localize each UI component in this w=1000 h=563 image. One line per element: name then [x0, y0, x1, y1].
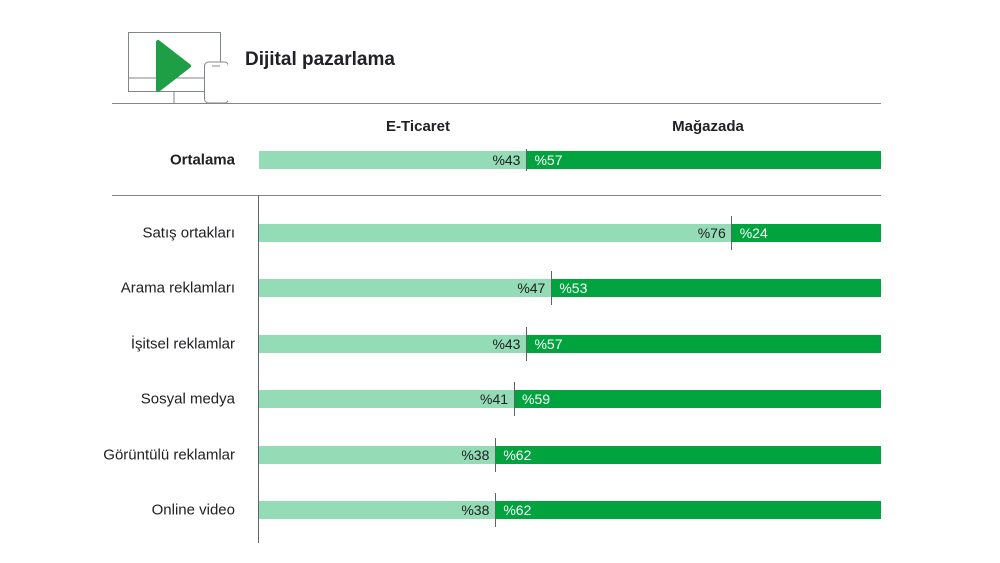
value-label-instore: %62	[503, 502, 532, 518]
bar-ecommerce	[259, 224, 732, 242]
y-axis-line	[258, 195, 259, 543]
bar-instore	[551, 279, 881, 297]
header-divider	[112, 103, 881, 104]
split-tick	[513, 382, 515, 416]
value-label-ecommerce: %76	[697, 225, 726, 241]
split-tick	[494, 493, 496, 527]
chart-title: Dijital pazarlama	[245, 49, 395, 70]
row-label: Ortalama	[169, 151, 235, 169]
row-label: Online video	[151, 501, 235, 519]
value-label-ecommerce: %43	[492, 336, 521, 352]
value-label-ecommerce: %43	[492, 152, 521, 168]
value-label-ecommerce: %47	[517, 280, 546, 296]
monitor-phone-play-icon	[128, 32, 229, 104]
bar-instore	[526, 335, 881, 353]
row-label: Sosyal medya	[140, 390, 235, 408]
row-label: İşitsel reklamlar	[130, 335, 235, 353]
row-label: Görüntülü reklamlar	[103, 446, 235, 464]
bar-ecommerce	[259, 279, 552, 297]
split-tick	[731, 216, 733, 250]
legend-ecommerce: E-Ticaret	[386, 118, 450, 135]
bar-ecommerce	[259, 151, 527, 169]
bar-ecommerce	[259, 501, 496, 519]
bar-ecommerce	[259, 335, 527, 353]
value-label-instore: %62	[503, 447, 532, 463]
split-tick	[525, 149, 527, 171]
value-label-instore: %57	[534, 152, 563, 168]
value-label-instore: %53	[559, 280, 588, 296]
summary-divider	[112, 195, 881, 196]
value-label-ecommerce: %41	[480, 391, 509, 407]
bar-instore	[731, 224, 881, 242]
split-tick	[550, 271, 552, 305]
bar-instore	[514, 390, 881, 408]
header-icon	[128, 32, 229, 104]
bar-instore	[526, 151, 881, 169]
value-label-ecommerce: %38	[461, 502, 490, 518]
bar-ecommerce	[259, 446, 496, 464]
split-tick	[494, 438, 496, 472]
bar-instore	[495, 446, 881, 464]
row-label: Arama reklamları	[120, 279, 235, 297]
legend-instore: Mağazada	[672, 118, 744, 135]
value-label-ecommerce: %38	[461, 447, 490, 463]
value-label-instore: %59	[522, 391, 551, 407]
split-tick	[525, 327, 527, 361]
row-label: Satış ortakları	[142, 224, 235, 242]
bar-ecommerce	[259, 390, 515, 408]
value-label-instore: %57	[534, 336, 563, 352]
value-label-instore: %24	[739, 225, 768, 241]
bar-instore	[495, 501, 881, 519]
